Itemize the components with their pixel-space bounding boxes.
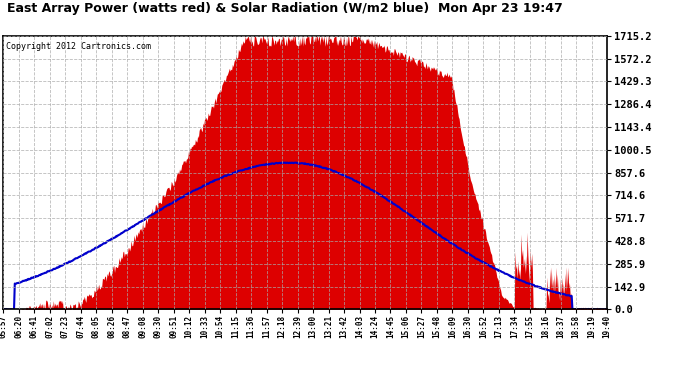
Text: East Array Power (watts red) & Solar Radiation (W/m2 blue)  Mon Apr 23 19:47: East Array Power (watts red) & Solar Rad… [7,2,562,15]
Text: Copyright 2012 Cartronics.com: Copyright 2012 Cartronics.com [6,42,152,51]
